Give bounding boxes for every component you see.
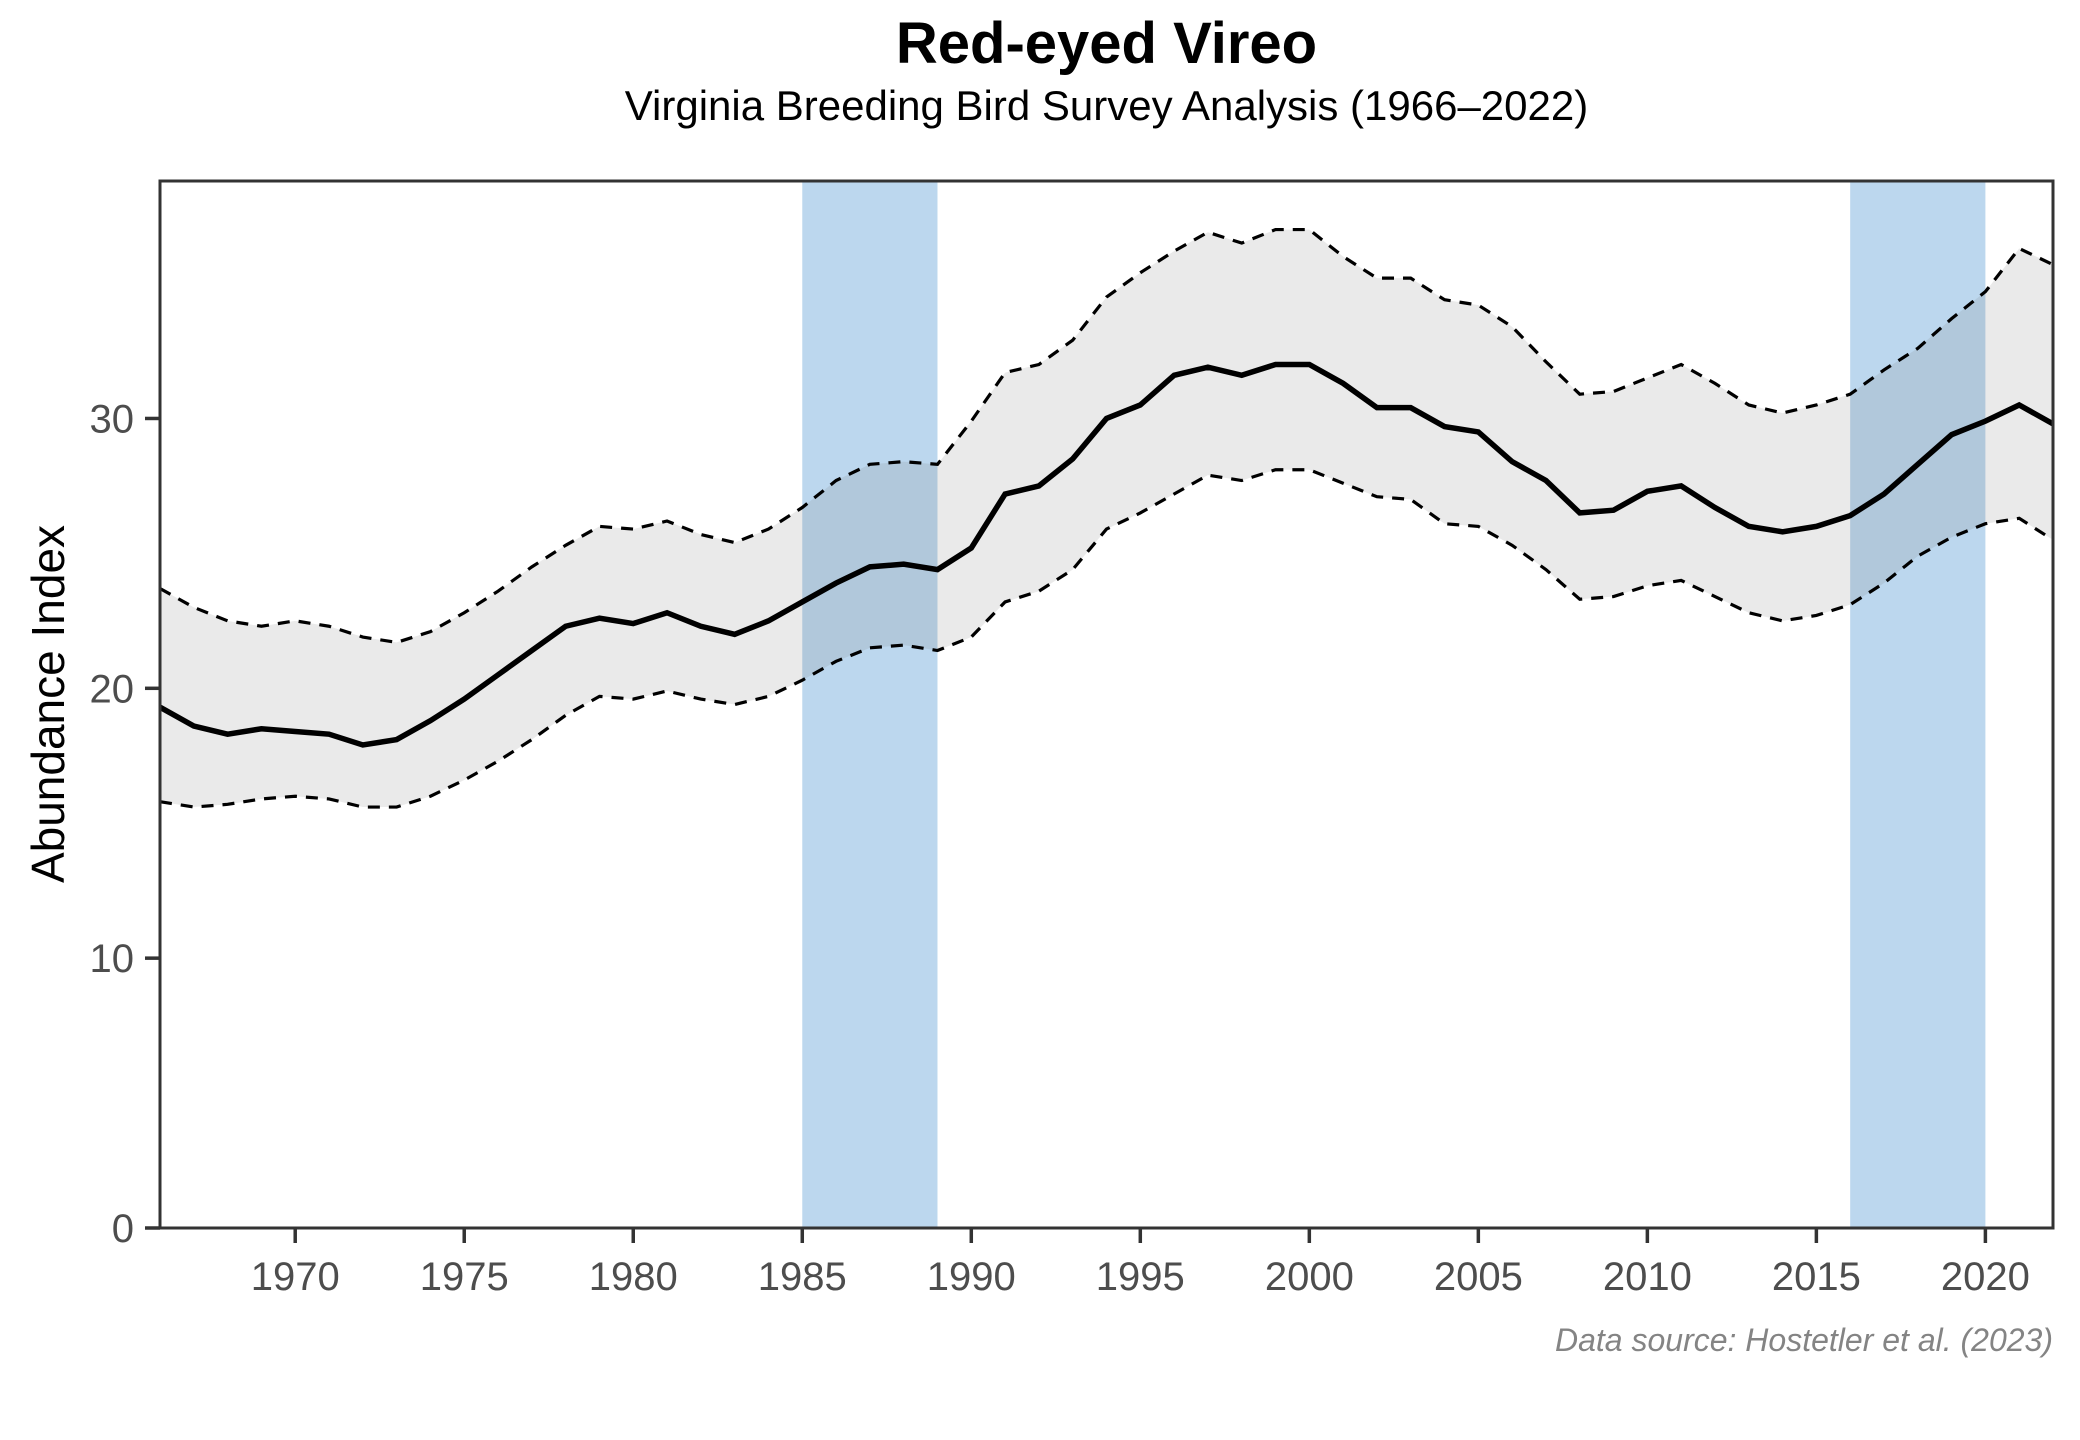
chart-title: Red-eyed Vireo <box>895 11 1318 76</box>
y-axis-tick-label: 30 <box>90 397 135 441</box>
confidence-ribbon <box>160 229 2053 808</box>
y-axis-tick-label: 20 <box>90 667 135 711</box>
x-axis-tick-label: 2015 <box>1772 1255 1861 1299</box>
y-axis-tick-label: 10 <box>90 937 135 981</box>
upper-ci-line <box>159 227 2054 645</box>
highlight-band <box>1850 181 1986 1228</box>
lower-ci-line <box>159 468 2054 809</box>
x-axis-tick-label: 1975 <box>420 1255 509 1299</box>
panel-border <box>158 179 2055 1230</box>
chart-subtitle: Virginia Breeding Bird Survey Analysis (… <box>624 82 1589 129</box>
highlight-band <box>802 181 938 1228</box>
x-axis-tick-label: 2020 <box>1941 1255 2030 1299</box>
x-axis-tick-label: 2000 <box>1265 1255 1354 1299</box>
x-axis-tick-label: 1970 <box>251 1255 340 1299</box>
x-axis-tick-label: 1980 <box>589 1255 678 1299</box>
x-axis-tick-label: 2010 <box>1603 1255 1692 1299</box>
data-source-caption: Data source: Hostetler et al. (2023) <box>1554 1322 2053 1358</box>
x-axis-tick-label: 1995 <box>1096 1255 1185 1299</box>
abundance-index-line <box>158 361 2055 748</box>
x-axis-tick-label: 1990 <box>927 1255 1016 1299</box>
x-axis-tick-label: 1985 <box>758 1255 847 1299</box>
y-axis-tick-label: 0 <box>112 1207 134 1251</box>
x-axis-tick-label: 2005 <box>1434 1255 1523 1299</box>
